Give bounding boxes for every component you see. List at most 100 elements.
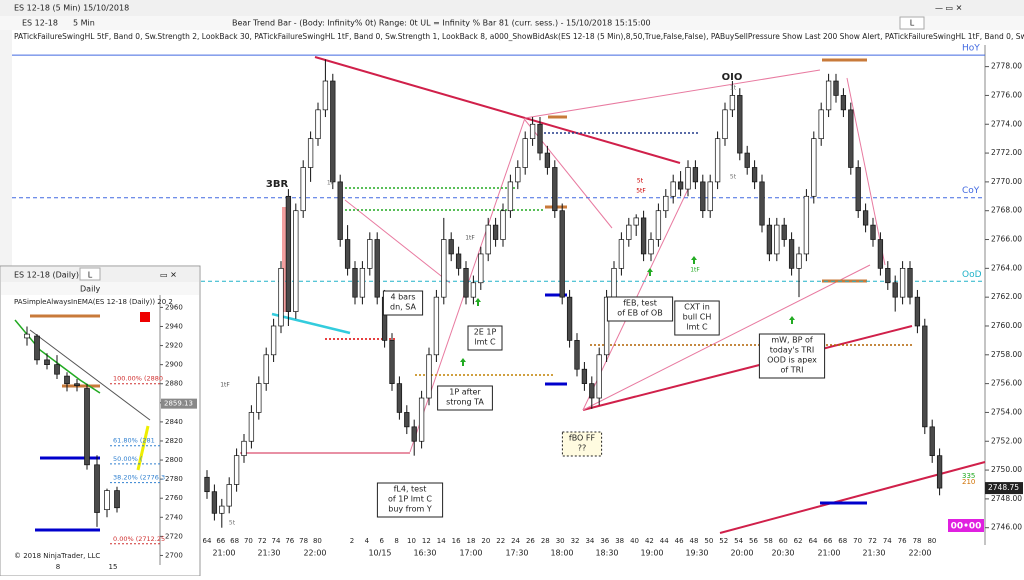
bar-number: 70 <box>853 537 862 545</box>
inset-l-button[interactable] <box>79 267 101 281</box>
candle-body <box>640 217 647 255</box>
candle-body <box>448 239 454 255</box>
bar-number: 28 <box>541 537 550 545</box>
interval[interactable]: 5 Min <box>73 19 95 28</box>
ema-tag <box>161 398 197 409</box>
candle-body <box>737 95 743 154</box>
candle-body <box>352 267 358 298</box>
y-tick-label: 2750.00 <box>991 465 1022 474</box>
bar-number: 80 <box>313 537 322 545</box>
bar-number: 30 <box>556 537 565 545</box>
candle-body <box>104 490 110 511</box>
y-tick-label: 2758.00 <box>991 350 1022 359</box>
time-label: 19:30 <box>685 549 708 558</box>
candle-body <box>478 253 484 284</box>
inset-interval[interactable]: Daily <box>80 285 101 294</box>
candle-body <box>633 217 639 226</box>
y-tick-label: 2760.00 <box>991 321 1022 330</box>
instrument[interactable]: ES 12-18 <box>22 19 58 28</box>
bar-number: 52 <box>719 537 728 545</box>
bar-number: 58 <box>764 537 773 545</box>
candle-body <box>700 181 706 212</box>
annotation: today's TRI <box>770 346 814 355</box>
inset-y-label: 2700 <box>165 551 183 559</box>
candle-body <box>677 181 684 190</box>
candle-body <box>537 123 543 154</box>
clock: 00•00 <box>951 522 982 532</box>
inset-x-label: 15 <box>109 563 118 571</box>
candle-body <box>300 167 306 212</box>
y-tick-label: 2768.00 <box>991 206 1022 215</box>
yellow-arrow <box>136 425 150 471</box>
candle-body <box>263 354 269 384</box>
candle-body <box>596 354 602 399</box>
inset-controls[interactable]: ▭ ✕ <box>160 271 177 280</box>
candle-body <box>219 505 225 514</box>
candle-body <box>729 95 736 111</box>
candle-body <box>877 239 884 269</box>
candle-body <box>692 167 699 183</box>
time-label: 17:30 <box>505 549 528 558</box>
annotation: CXT in <box>684 303 710 312</box>
y-tick-label: 2766.00 <box>991 235 1022 244</box>
y-tick-label: 2772.00 <box>991 148 1022 157</box>
bar-number: 46 <box>675 537 684 545</box>
inset-toolbar <box>1 282 199 295</box>
inset-zones <box>30 314 100 532</box>
l-button[interactable] <box>899 16 925 30</box>
bar-number: 6 <box>380 537 385 545</box>
level-label: HoY <box>962 44 980 54</box>
candle-body <box>914 296 921 327</box>
bar-number: 40 <box>630 537 639 545</box>
candle-body <box>714 138 721 183</box>
candle-body <box>441 239 447 298</box>
inset-x-label: 8 <box>56 563 60 571</box>
bar-number: 24 <box>511 537 520 545</box>
candle-body <box>751 167 758 183</box>
bar-number: 16 <box>452 537 461 545</box>
candle-body <box>788 239 795 269</box>
swing-marker: 1tF <box>690 267 700 274</box>
candle-body <box>574 340 580 370</box>
candle-body <box>330 80 336 183</box>
time-label: 22:00 <box>908 549 931 558</box>
candle-body <box>455 253 462 269</box>
y-tick-label: 2746.00 <box>991 523 1022 532</box>
window-title: ES 12-18 (5 Min) 15/10/2018 <box>14 4 129 13</box>
candle-body <box>655 210 662 240</box>
time-label: 16:30 <box>413 549 436 558</box>
annotation: strong TA <box>446 398 484 407</box>
time-label: 21:00 <box>817 549 840 558</box>
candle-body <box>500 210 506 240</box>
title-bar <box>0 0 1024 16</box>
window-controls[interactable]: — ▭ ✕ <box>935 4 962 13</box>
annotation-box <box>376 482 444 518</box>
annotation: bull CH <box>683 313 712 322</box>
candle-body <box>685 167 691 190</box>
time-label: 18:30 <box>595 549 618 558</box>
candle-body <box>114 490 120 509</box>
candle-body <box>507 181 514 212</box>
candle-body <box>522 138 528 168</box>
candle-body <box>707 181 713 212</box>
fib-label: 38.20% (2776.3 <box>113 474 165 482</box>
time-label: 10/15 <box>368 549 391 558</box>
y-tick-label: 2748.00 <box>991 494 1022 503</box>
annotation-box <box>437 385 493 411</box>
daily-window: ▭ ✕ ES 12-18 (Daily)LES 12-18 (Daily)Dai… <box>0 265 201 577</box>
inset-l[interactable]: L <box>88 271 93 280</box>
arrow <box>271 312 351 335</box>
annotation: OIO <box>722 72 743 83</box>
candle-body <box>270 325 277 356</box>
inset-indicator: PASimpleAlwaysInEMA(ES 12-18 (Daily)) 20… <box>14 298 173 306</box>
candle-body <box>54 364 60 375</box>
l-label[interactable]: L <box>910 19 915 28</box>
annotation: buy from Y <box>388 505 432 514</box>
candle-body <box>892 282 898 298</box>
highlight <box>282 207 288 312</box>
bar-number: 32 <box>571 537 580 545</box>
inset-y-label: 2740 <box>165 513 183 521</box>
fib-label: 0.00% (2712.25 <box>113 535 165 543</box>
candle-body <box>285 195 292 312</box>
annotation: lmt C <box>686 323 708 332</box>
